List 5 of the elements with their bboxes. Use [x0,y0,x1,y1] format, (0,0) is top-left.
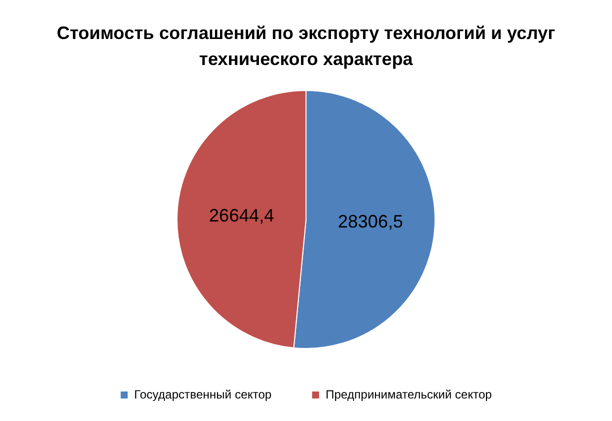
data-label: 26644,4 [209,205,274,226]
chart-title: Стоимость соглашений по экспорту технологий и услуг технического характера [56,22,556,71]
data-label: 28306,5 [338,212,403,232]
legend-label: Государственный сектор [134,387,272,402]
legend-label: Предпринимательский сектор [326,387,492,402]
